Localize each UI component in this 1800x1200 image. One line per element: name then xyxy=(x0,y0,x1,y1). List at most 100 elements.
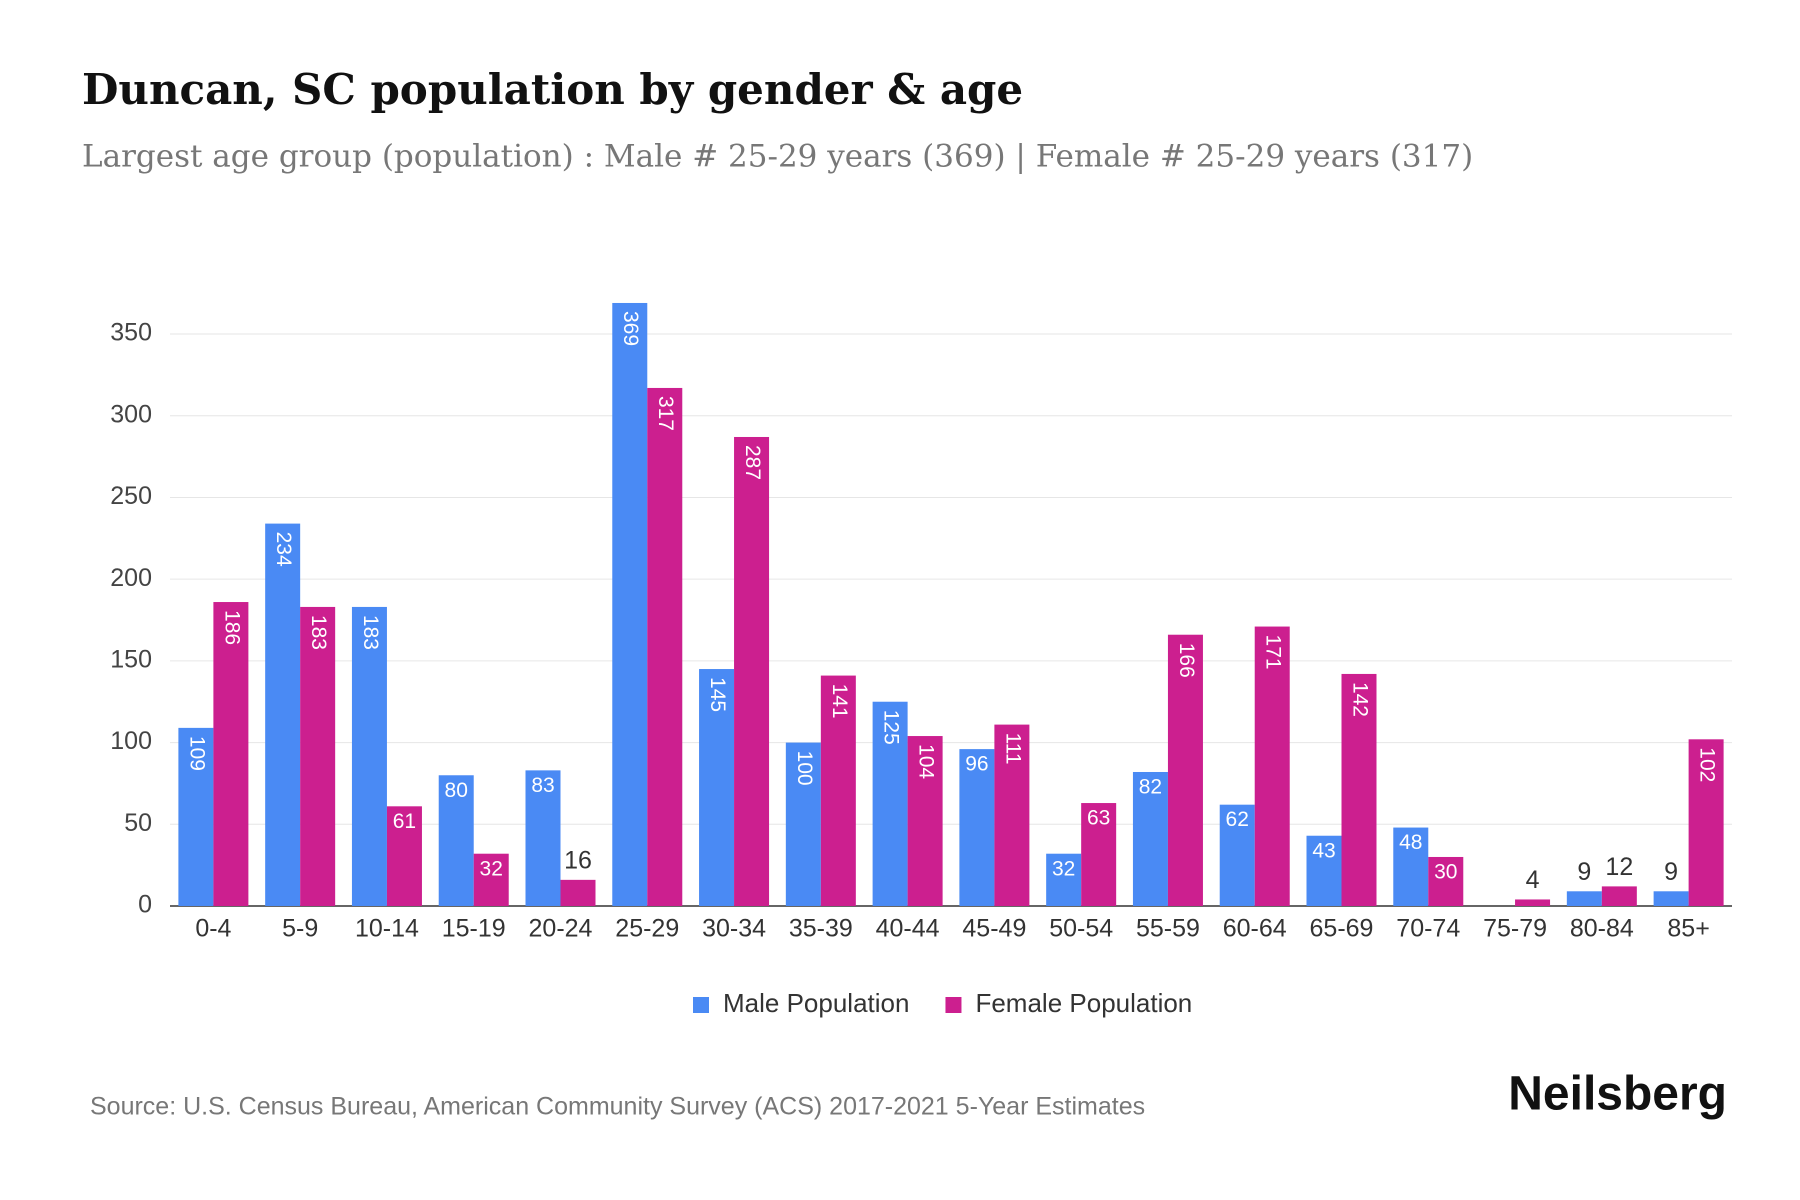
bar xyxy=(1046,853,1082,906)
data-label: 96 xyxy=(965,753,988,776)
legend-swatch xyxy=(945,997,962,1013)
data-label: 111 xyxy=(1001,733,1024,765)
data-label: 145 xyxy=(706,677,729,712)
bar xyxy=(265,523,301,906)
chart-subtitle: Largest age group (population) : Male # … xyxy=(82,139,1473,175)
x-tick-label: 40-44 xyxy=(876,915,940,943)
y-tick-label: 150 xyxy=(110,645,152,673)
bar xyxy=(734,436,770,906)
bar xyxy=(1132,771,1168,906)
y-tick-label: 50 xyxy=(124,809,152,837)
bar xyxy=(959,749,995,906)
bar xyxy=(612,302,648,906)
data-label: 63 xyxy=(1087,807,1110,830)
x-tick-label: 55-59 xyxy=(1136,915,1200,943)
bar xyxy=(1688,739,1724,906)
data-label: 32 xyxy=(480,857,503,880)
bar xyxy=(525,770,561,906)
brand-logo: Neilsberg xyxy=(1508,1068,1727,1121)
data-label: 183 xyxy=(307,615,330,650)
x-tick-label: 80-84 xyxy=(1570,915,1634,943)
bar xyxy=(438,775,474,906)
data-label: 141 xyxy=(828,684,851,719)
x-tick-label: 60-64 xyxy=(1223,915,1287,943)
x-tick-label: 30-34 xyxy=(702,915,766,943)
data-label: 48 xyxy=(1399,831,1422,854)
bar xyxy=(1306,835,1342,906)
bar xyxy=(1566,891,1602,906)
data-label: 62 xyxy=(1226,808,1249,831)
y-tick-label: 200 xyxy=(110,564,152,592)
data-label: 234 xyxy=(272,532,295,567)
data-label: 83 xyxy=(531,774,554,797)
data-label: 9 xyxy=(1664,858,1678,886)
x-tick-label: 15-19 xyxy=(442,915,506,943)
data-label: 142 xyxy=(1348,682,1371,717)
bar xyxy=(1167,634,1203,906)
data-label: 12 xyxy=(1605,853,1633,881)
y-tick-label: 0 xyxy=(138,891,152,919)
data-label: 369 xyxy=(619,311,642,346)
chart-title: Duncan, SC population by gender & age xyxy=(82,65,1023,114)
x-tick-label: 50-54 xyxy=(1049,915,1113,943)
source-note: Source: U.S. Census Bureau, American Com… xyxy=(90,1093,1145,1121)
bar xyxy=(699,669,735,906)
data-label: 43 xyxy=(1312,839,1335,862)
bar xyxy=(1393,827,1429,906)
data-label: 102 xyxy=(1696,747,1719,782)
x-tick-label: 25-29 xyxy=(615,915,679,943)
bar xyxy=(1428,856,1464,906)
data-label: 183 xyxy=(359,615,382,650)
bar xyxy=(1219,804,1255,906)
bar xyxy=(473,853,509,906)
data-label: 32 xyxy=(1052,857,1075,880)
bar xyxy=(785,742,821,906)
bar xyxy=(178,727,214,906)
bar xyxy=(994,724,1030,906)
data-label: 186 xyxy=(220,610,243,645)
y-tick-label: 350 xyxy=(110,319,152,347)
bar xyxy=(1341,673,1377,906)
data-label: 4 xyxy=(1526,866,1540,894)
data-label: 82 xyxy=(1139,776,1162,799)
bar xyxy=(872,701,908,906)
legend-label: Female Population xyxy=(975,988,1192,1018)
x-tick-label: 20-24 xyxy=(529,915,593,943)
data-label: 80 xyxy=(445,779,468,802)
bar xyxy=(386,806,422,906)
bar xyxy=(1515,899,1551,906)
x-tick-label: 10-14 xyxy=(355,915,419,943)
legend-label: Male Population xyxy=(723,988,909,1018)
data-label: 287 xyxy=(741,445,764,480)
data-label: 9 xyxy=(1577,858,1591,886)
y-tick-label: 300 xyxy=(110,400,152,428)
x-tick-label: 65-69 xyxy=(1310,915,1374,943)
x-tick-label: 85+ xyxy=(1667,915,1709,943)
data-label: 61 xyxy=(393,810,416,833)
y-tick-label: 250 xyxy=(110,482,152,510)
x-tick-label: 70-74 xyxy=(1396,915,1460,943)
bar xyxy=(907,736,943,906)
data-label: 317 xyxy=(654,396,677,431)
y-tick-label: 100 xyxy=(110,727,152,755)
data-label: 30 xyxy=(1434,861,1457,884)
x-tick-label: 45-49 xyxy=(962,915,1026,943)
x-tick-label: 35-39 xyxy=(789,915,853,943)
legend-swatch xyxy=(693,997,709,1013)
bar xyxy=(1601,886,1637,906)
bar xyxy=(1254,626,1290,906)
bar xyxy=(820,675,856,906)
bar xyxy=(351,606,387,906)
x-tick-label: 75-79 xyxy=(1483,915,1547,943)
data-label: 125 xyxy=(880,710,903,745)
data-label: 166 xyxy=(1175,643,1198,678)
bar xyxy=(213,602,249,906)
bar xyxy=(560,879,596,906)
bar xyxy=(1081,803,1117,906)
data-label: 171 xyxy=(1262,635,1285,670)
x-tick-label: 5-9 xyxy=(282,915,318,943)
data-label: 16 xyxy=(564,846,592,874)
bar xyxy=(300,606,336,906)
data-label: 100 xyxy=(793,751,816,786)
